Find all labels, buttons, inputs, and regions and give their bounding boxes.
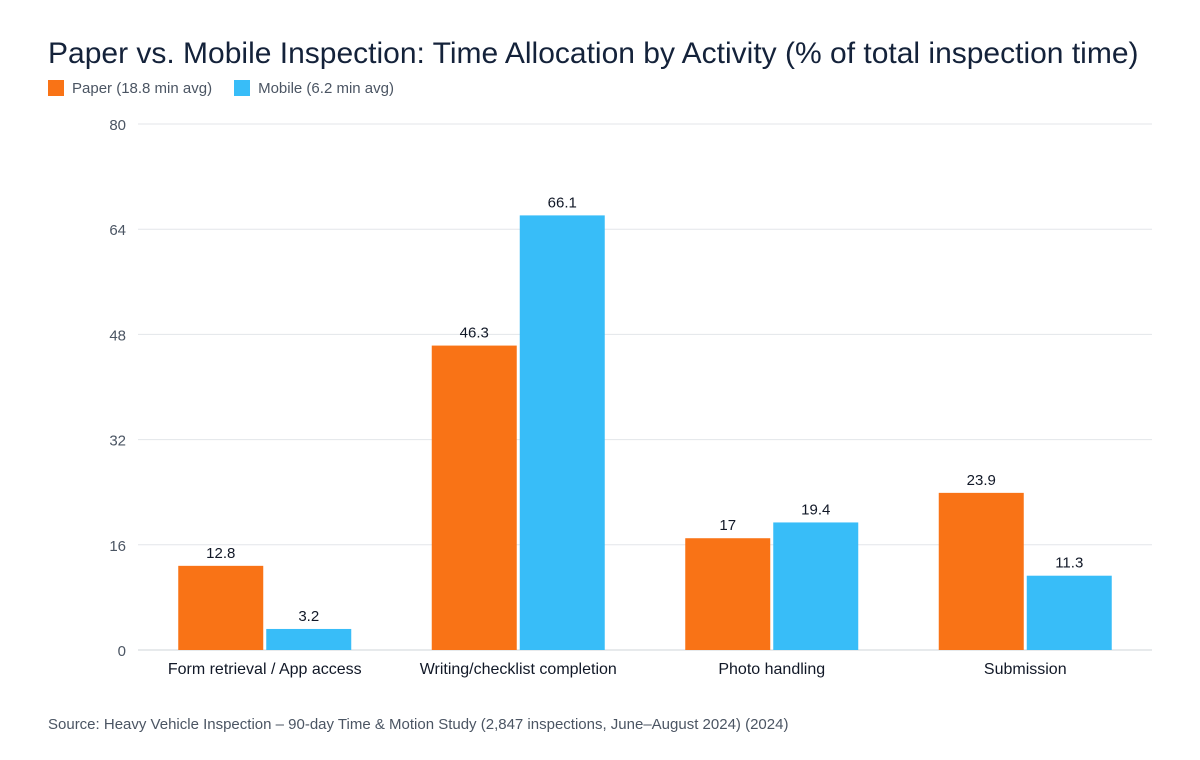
bar-paper: [938, 492, 1024, 650]
y-tick-label: 0: [118, 643, 126, 660]
legend-label-mobile: Mobile (6.2 min avg): [258, 79, 394, 97]
x-tick-label: Submission: [984, 661, 1067, 678]
legend: Paper (18.8 min avg) Mobile (6.2 min avg…: [48, 78, 416, 98]
y-tick-label: 64: [109, 222, 126, 239]
x-tick-label: Photo handling: [718, 661, 825, 678]
data-label: 66.1: [548, 194, 577, 211]
legend-item-mobile: Mobile (6.2 min avg): [234, 80, 394, 97]
data-label: 17: [719, 517, 736, 534]
bar-paper: [178, 565, 264, 650]
bar-mobile: [1026, 575, 1112, 650]
bar-mobile: [519, 215, 605, 650]
y-tick-label: 32: [109, 433, 126, 450]
chart-title: Paper vs. Mobile Inspection: Time Alloca…: [48, 37, 1139, 70]
data-label: 19.4: [801, 501, 830, 518]
legend-item-paper: Paper (18.8 min avg): [48, 80, 212, 97]
legend-swatch-paper: [48, 80, 64, 96]
legend-swatch-mobile: [234, 80, 251, 96]
y-tick-label: 48: [109, 327, 126, 344]
bar-mobile: [773, 522, 859, 650]
x-tick-label: Writing/checklist completion: [420, 661, 617, 678]
legend-label-paper: Paper (18.8 min avg): [72, 79, 213, 97]
data-label: 23.9: [967, 472, 996, 489]
data-label: 46.3: [460, 325, 489, 342]
y-tick-label: 16: [109, 538, 126, 555]
data-label: 3.2: [298, 608, 319, 625]
x-tick-label: Form retrieval / App access: [168, 661, 362, 678]
data-label: 12.8: [206, 545, 235, 562]
bar-mobile: [266, 628, 352, 650]
bar-chart: 0 16 32 48 64 80 12.8 3.2 Form retrieval / App a…: [109, 117, 1152, 678]
y-tick-label: 80: [109, 117, 126, 134]
data-label: 11.3: [1055, 555, 1083, 572]
bar-paper: [431, 345, 517, 650]
bar-paper: [685, 538, 771, 650]
source-note: Source: Heavy Vehicle Inspection – 90-da…: [48, 716, 789, 733]
